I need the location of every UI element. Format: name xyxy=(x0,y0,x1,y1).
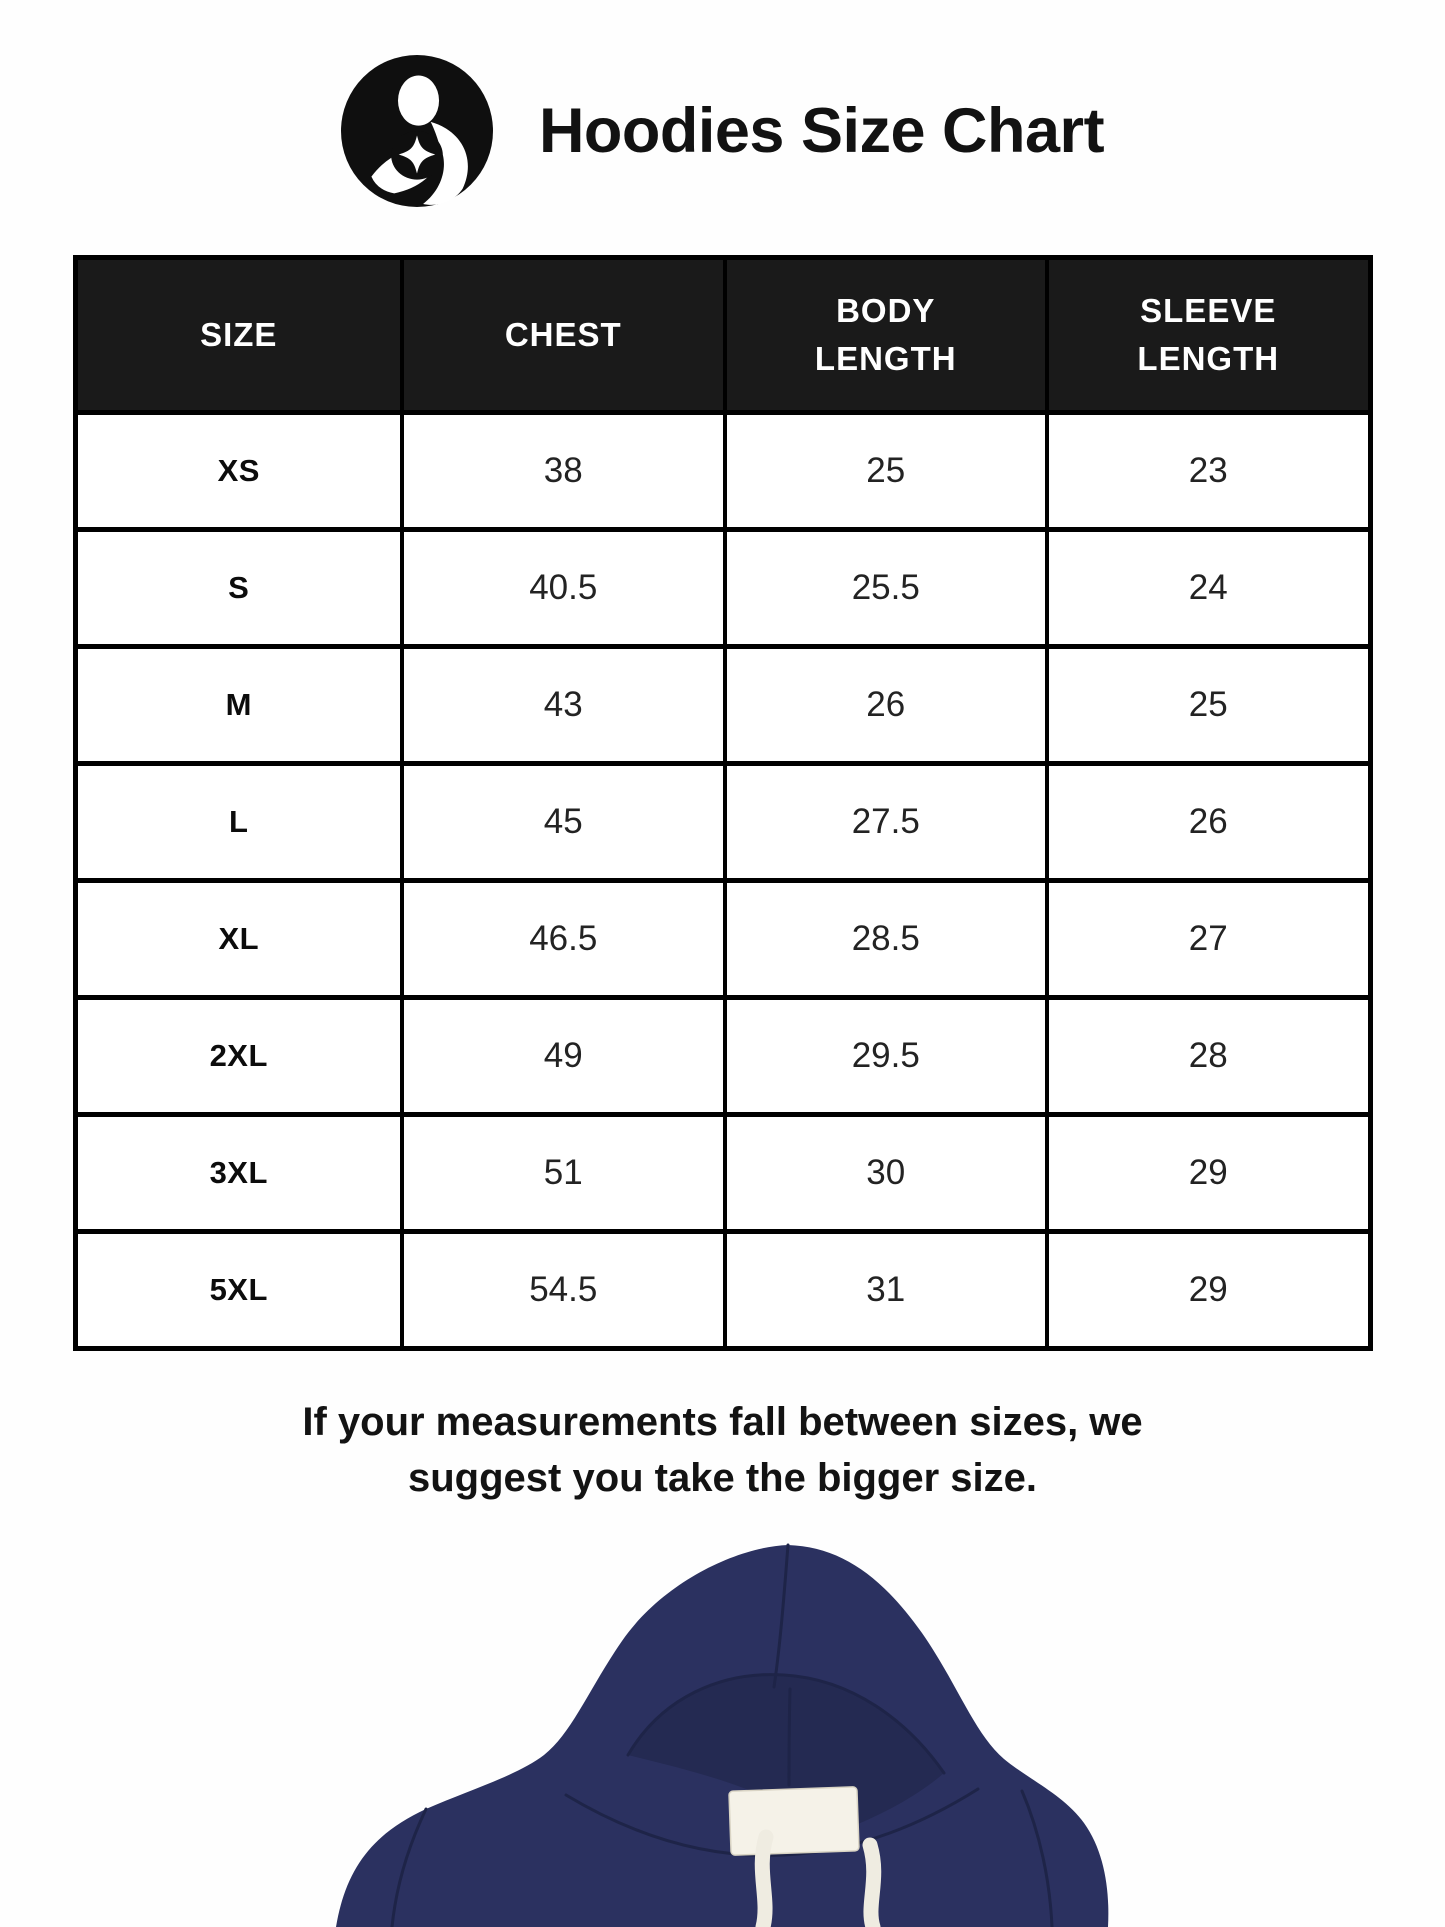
body-length-cell: 29.5 xyxy=(722,1000,1046,1112)
page-title: Hoodies Size Chart xyxy=(538,96,1105,166)
hoodie-product-image xyxy=(336,1543,1109,1927)
size-cell: 3XL xyxy=(209,1155,268,1190)
sleeve-length-cell: 27 xyxy=(1045,883,1368,995)
chest-cell: 54.5 xyxy=(400,1234,723,1346)
table-row-2xl: 2XL 49 29.5 28 xyxy=(77,995,1368,1112)
column-header-chest: CHEST xyxy=(400,260,723,410)
chest-cell: 40.5 xyxy=(400,532,723,644)
size-cell: 2XL xyxy=(209,1038,268,1073)
body-length-cell: 25 xyxy=(722,415,1046,527)
size-cell: S xyxy=(228,570,250,605)
brand-header: Hoodies Size Chart xyxy=(0,0,1445,207)
size-cell: XS xyxy=(217,453,260,488)
body-length-cell: 28.5 xyxy=(722,883,1046,995)
chest-cell: 38 xyxy=(400,415,723,527)
chest-cell: 51 xyxy=(400,1117,723,1229)
table-row-5xl: 5XL 54.5 31 29 xyxy=(77,1229,1368,1346)
sleeve-length-cell: 23 xyxy=(1045,415,1368,527)
sizing-note-line2: suggest you take the bigger size. xyxy=(407,1456,1038,1500)
table-header-row: SIZE CHEST BODY LENGTH SLEEVE LENGTH xyxy=(77,260,1368,410)
column-header-body-length: BODY LENGTH xyxy=(722,260,1046,410)
table-row-l: L 45 27.5 26 xyxy=(77,761,1368,878)
sizing-note: If your measurements fall between sizes,… xyxy=(0,1394,1445,1506)
body-length-cell: 25.5 xyxy=(722,532,1046,644)
sleeve-length-cell: 29 xyxy=(1045,1234,1368,1346)
sizing-note-line1: If your measurements fall between sizes,… xyxy=(302,1400,1143,1444)
table-row-3xl: 3XL 51 30 29 xyxy=(77,1112,1368,1229)
body-length-cell: 26 xyxy=(722,649,1046,761)
chest-cell: 49 xyxy=(400,1000,723,1112)
table-row-m: M 43 26 25 xyxy=(77,644,1368,761)
sleeve-length-cell: 28 xyxy=(1045,1000,1368,1112)
sleeve-length-cell: 24 xyxy=(1045,532,1368,644)
size-cell: M xyxy=(225,687,252,722)
sleeve-length-cell: 29 xyxy=(1045,1117,1368,1229)
brand-logo-icon xyxy=(340,55,493,207)
chest-cell: 46.5 xyxy=(400,883,723,995)
table-row-xl: XL 46.5 28.5 27 xyxy=(77,878,1368,995)
body-length-cell: 31 xyxy=(722,1234,1046,1346)
sleeve-length-cell: 26 xyxy=(1045,766,1368,878)
table-row-s: S 40.5 25.5 24 xyxy=(77,527,1368,644)
chest-cell: 43 xyxy=(400,649,723,761)
sleeve-length-cell: 25 xyxy=(1045,649,1368,761)
size-cell: 5XL xyxy=(209,1272,268,1307)
body-length-cell: 30 xyxy=(722,1117,1046,1229)
column-header-size: SIZE xyxy=(200,316,278,354)
body-length-cell: 27.5 xyxy=(722,766,1046,878)
table-row-xs: XS 38 25 23 xyxy=(77,410,1368,527)
size-cell: XL xyxy=(218,921,260,956)
chest-cell: 45 xyxy=(400,766,723,878)
size-cell: L xyxy=(229,804,249,839)
size-chart-table: SIZE CHEST BODY LENGTH SLEEVE LENGTH XS … xyxy=(72,255,1373,1351)
column-header-sleeve-length: SLEEVE LENGTH xyxy=(1045,260,1368,410)
